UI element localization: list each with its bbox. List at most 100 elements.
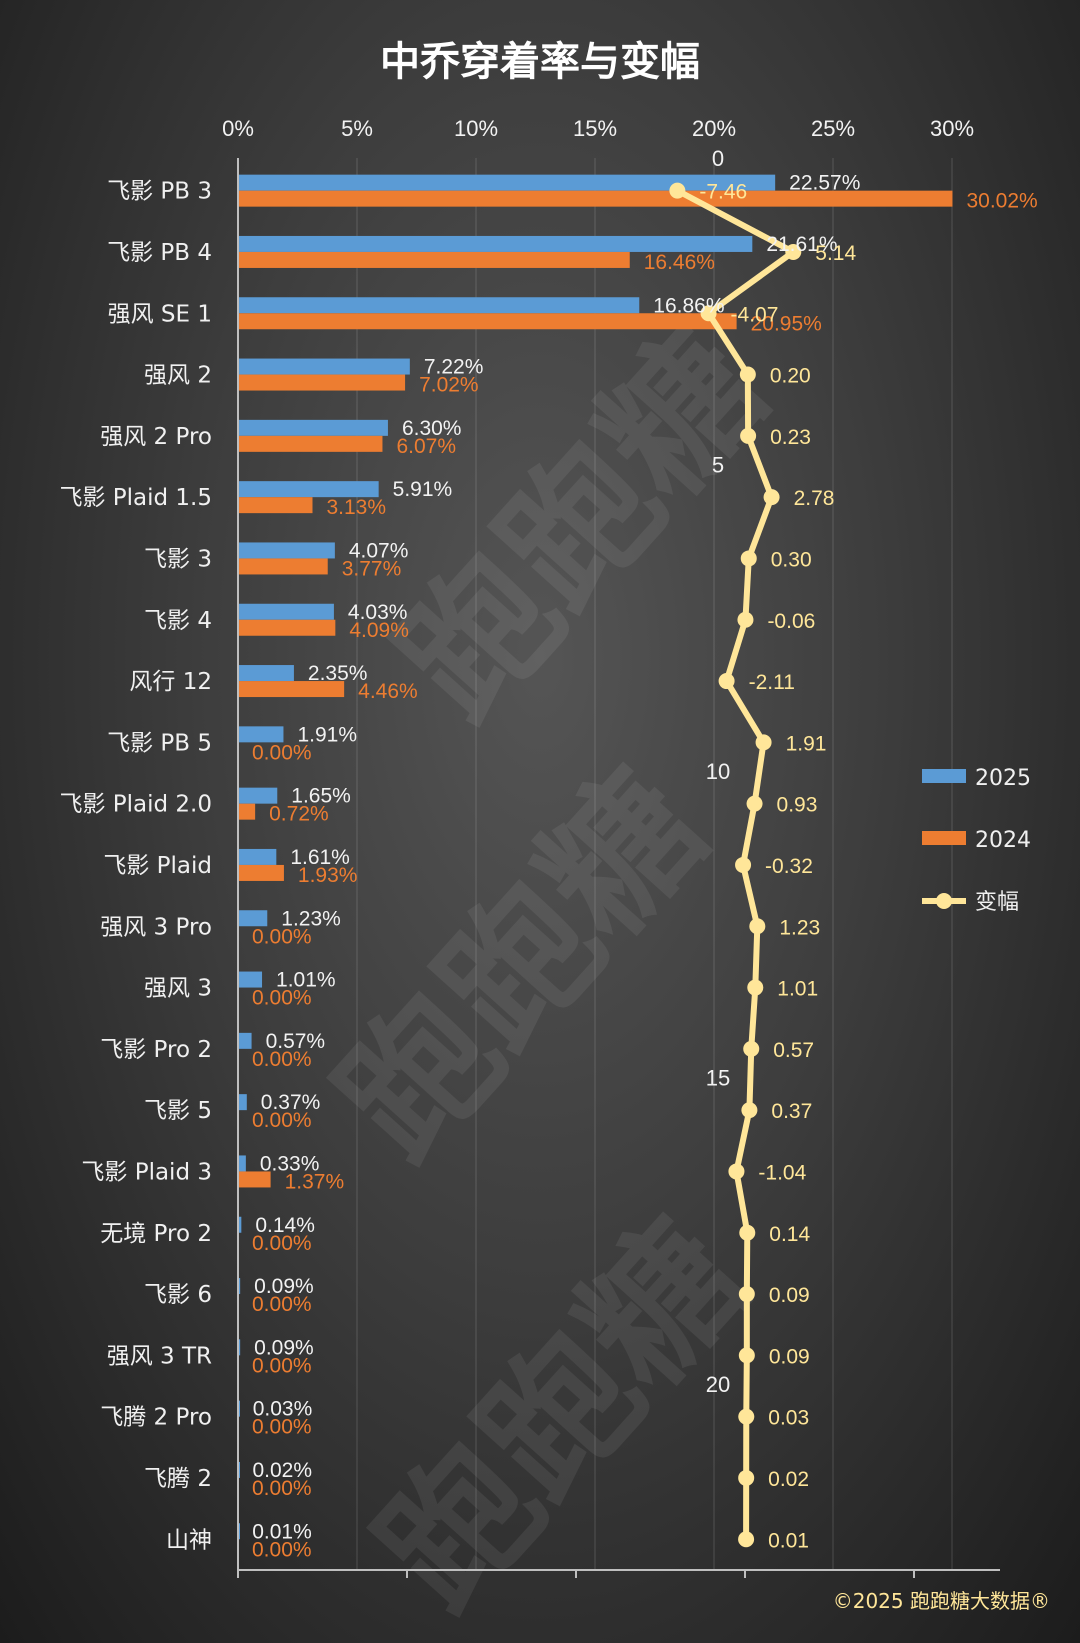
data-label-2024: 20.95% [751,312,822,335]
legend-swatch-bar [922,769,966,783]
legend-label: 变幅 [975,890,1019,915]
data-label-2024: 1.37% [285,1170,345,1193]
bar-2025 [238,1094,247,1111]
data-label-2025: 1.61% [290,846,350,869]
bars [238,174,953,1540]
data-label-change: 0.09 [769,1284,810,1307]
data-label-change: -0.32 [765,855,813,878]
bar-2025 [238,726,284,743]
data-label-2024: 3.13% [326,496,386,519]
watermark-text: 跑跑糖 [307,740,737,1191]
axes [237,158,1000,1578]
data-label-change: 0.57 [773,1039,814,1062]
data-label-change: -4.07 [731,303,779,326]
secondary-axis-ticks: 0 5 10 15 20 [706,146,730,1397]
data-label-2025: 0.01% [252,1520,312,1543]
data-label-2024: 0.72% [269,803,329,826]
category-label: 飞影 Plaid 3 [81,1159,212,1185]
change-point [669,182,686,199]
data-label-2024: 6.07% [396,435,456,458]
category-label: 强风 2 [144,363,212,389]
data-label-2025: 7.22% [424,356,484,379]
change-point [728,1163,745,1180]
secondary-axis-tick-label: 15 [706,1066,730,1091]
change-point [746,795,763,812]
data-label-2024: 0.00% [252,1048,312,1071]
top-axis-tick-label: 15% [573,116,617,141]
category-label: 飞腾 2 Pro [100,1405,212,1431]
data-label-change: 2.78 [794,487,835,510]
change-point [735,856,752,873]
data-label-2025: 4.03% [348,601,408,624]
data-label-change: 0.30 [771,548,812,571]
data-label-change: 0.14 [769,1223,810,1246]
category-label: 强风 3 TR [107,1343,212,1369]
change-point [749,918,766,935]
bar-2024 [238,803,256,820]
data-label-2024: 7.02% [419,374,479,397]
change-point [741,1102,758,1119]
data-label-change: -7.46 [699,181,747,204]
data-label-2025: 16.86% [653,294,724,317]
data-label-2024: 0.00% [252,1416,312,1439]
change-point [738,1408,755,1425]
category-label: 飞影 PB 5 [107,730,212,756]
data-label-2024: 1.93% [298,864,358,887]
data-label-2024: 4.46% [358,680,418,703]
category-label: 强风 3 Pro [100,914,212,940]
data-label-2025: 5.91% [393,478,453,501]
data-label-2025: 0.37% [261,1091,321,1114]
change-point [738,1347,755,1364]
category-label: 飞影 PB 3 [107,179,212,205]
category-label: 飞影 Plaid 2.0 [59,792,212,818]
category-label: 飞腾 2 [144,1466,212,1492]
data-label-change: -2.11 [749,671,795,694]
data-label-2025: 0.09% [254,1275,314,1298]
bar-2025 [238,481,379,498]
data-label-change: 5.14 [815,242,856,265]
category-label: 强风 SE 1 [108,301,212,327]
legend-swatch-bar [922,831,966,845]
top-axis-tick-label: 25% [811,116,855,141]
bar-2024 [238,864,284,881]
category-label: 飞影 6 [144,1282,212,1308]
change-point [739,1224,756,1241]
category-label: 飞影 4 [144,608,212,634]
change-point [747,979,764,996]
change-point [755,734,772,751]
data-label-change: 0.01 [768,1529,809,1552]
top-axis-tick-label: 30% [930,116,974,141]
data-label-change: -1.04 [758,1161,806,1184]
category-label: 飞影 Plaid 1.5 [59,485,212,511]
bar-2025 [238,297,640,314]
data-label-2025: 1.65% [291,785,351,808]
bar-2024 [238,190,953,207]
bar-2024 [238,619,336,636]
change-point [739,366,756,383]
bar-2025 [238,235,753,252]
change-point [738,1469,755,1486]
data-label-2025: 0.09% [254,1336,314,1359]
data-label-2024: 3.77% [342,557,402,580]
bar-2025 [238,358,410,375]
category-label: 飞影 Pro 2 [100,1037,212,1063]
category-label: 无境 Pro 2 [100,1221,212,1247]
bar-2024 [238,313,737,330]
data-label-change: 0.03 [768,1407,809,1430]
data-label-2024: 0.00% [252,987,312,1010]
data-label-change: 0.37 [771,1100,812,1123]
data-label-2025: 0.14% [255,1214,315,1237]
change-point [763,489,780,506]
top-axis-tick-label: 0% [222,116,254,141]
data-label-change: 0.93 [777,794,818,817]
secondary-axis-tick-label: 0 [712,146,724,171]
data-label-2024: 4.09% [349,619,409,642]
change-point [785,243,802,260]
legend: 2025 2024 变幅 [922,766,1031,915]
data-label-change: 0.23 [770,426,811,449]
category-label: 飞影 Plaid [103,853,212,879]
data-label-2025: 1.91% [297,723,357,746]
bar-2025 [238,1216,242,1233]
data-label-2024: 0.00% [252,1354,312,1377]
bar-2025 [238,971,263,988]
